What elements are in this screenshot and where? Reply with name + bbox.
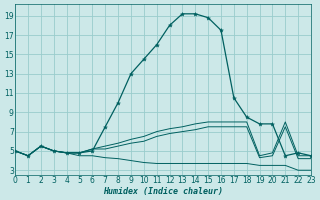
X-axis label: Humidex (Indice chaleur): Humidex (Indice chaleur) xyxy=(103,187,223,196)
